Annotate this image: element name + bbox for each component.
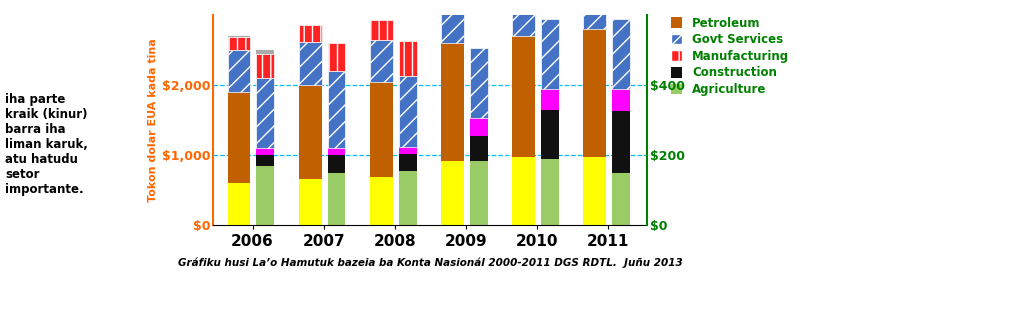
Y-axis label: Tokon dolar EUA kada tina: Tokon dolar EUA kada tina [148,38,158,202]
Bar [399,147,416,154]
Bar [370,82,393,177]
Bar [399,76,416,147]
Bar [612,111,630,173]
Bar [612,19,630,89]
Bar [399,41,416,76]
Bar [299,25,321,42]
Bar [228,37,251,50]
Bar [470,118,488,136]
Bar [327,148,346,155]
Text: iha parte
kraik (kinur)
barra iha
liman karuk,
atu hatudu
setor
importante.: iha parte kraik (kinur) barra iha liman … [5,93,88,196]
Bar [441,0,463,43]
Bar [370,20,393,40]
Bar [583,0,607,29]
Bar [541,159,559,225]
Bar [327,155,346,173]
Legend: Petroleum, Govt Services, Manufacturing, Construction, Agriculture: Petroleum, Govt Services, Manufacturing,… [671,17,789,96]
X-axis label: Gráfiku husi La’o Hamutuk bazeia ba Konta Nasionál 2000-2011 DGS RDTL.  Juñu 201: Gráfiku husi La’o Hamutuk bazeia ba Kont… [178,257,682,268]
Bar [327,71,346,148]
Bar [257,78,274,148]
Bar [612,89,630,111]
Bar [441,161,463,225]
Bar [612,173,630,225]
Bar [228,36,251,37]
Bar [370,177,393,225]
Bar [513,0,535,36]
Bar [583,157,607,225]
Bar [583,29,607,157]
Bar [257,155,274,166]
Bar [399,154,416,171]
Bar [257,166,274,225]
Bar [399,171,416,225]
Bar [541,19,559,89]
Bar [228,183,251,225]
Bar [470,136,488,160]
Bar [257,54,274,78]
Bar [257,148,274,155]
Bar [299,42,321,85]
Bar [228,50,251,92]
Bar [299,179,321,225]
Bar [470,160,488,225]
Bar [327,43,346,71]
Bar [327,173,346,225]
Bar [513,157,535,225]
Bar [228,92,251,183]
Bar [513,36,535,157]
Bar [257,50,274,54]
Bar [541,89,559,110]
Bar [370,40,393,82]
Bar [441,43,463,161]
Bar [299,85,321,179]
Bar [541,110,559,159]
Bar [470,48,488,118]
